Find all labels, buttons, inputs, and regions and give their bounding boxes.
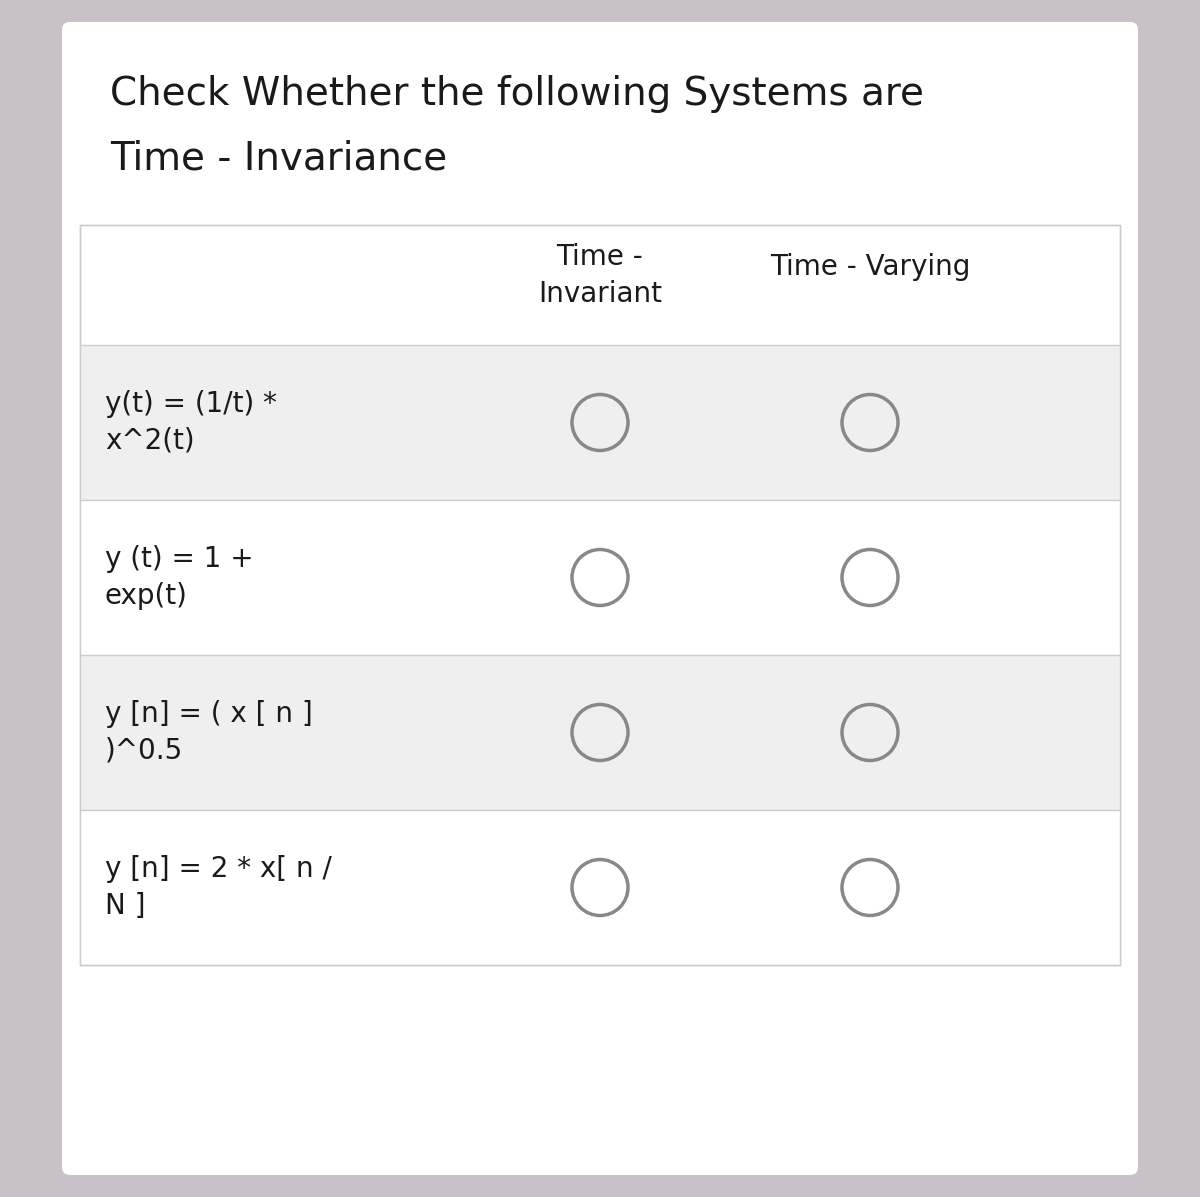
Text: y [n] = ( x [ n ]
)^0.5: y [n] = ( x [ n ] )^0.5 [106,700,313,765]
Text: y (t) = 1 +
exp(t): y (t) = 1 + exp(t) [106,545,253,610]
FancyBboxPatch shape [62,22,1138,1175]
Bar [80,810,1120,965]
Bar [80,345,1120,500]
Text: Time -
Invariant: Time - Invariant [538,243,662,308]
Bar [80,655,1120,810]
Text: y [n] = 2 * x[ n /
N ]: y [n] = 2 * x[ n / N ] [106,855,332,920]
Text: y(t) = (1/t) *
x^2(t): y(t) = (1/t) * x^2(t) [106,390,277,455]
Text: Time - Varying: Time - Varying [770,253,970,281]
Bar [80,225,1120,965]
Text: Time - Invariance: Time - Invariance [110,140,448,178]
Bar [80,225,1120,965]
Bar [80,500,1120,655]
Text: Check Whether the following Systems are: Check Whether the following Systems are [110,75,924,113]
